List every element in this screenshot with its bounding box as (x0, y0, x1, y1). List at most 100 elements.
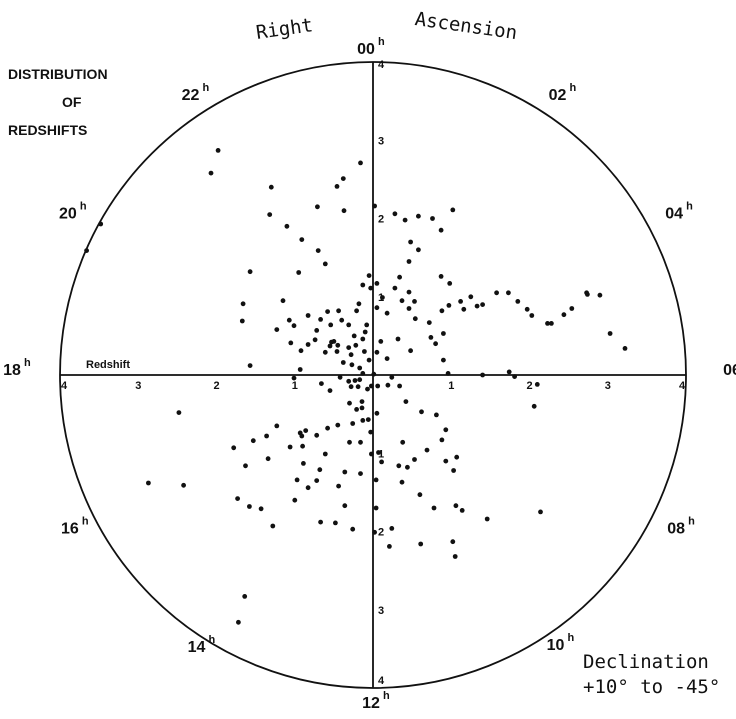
hour-superscript-16: h (82, 516, 89, 528)
data-point-207 (335, 422, 341, 428)
data-point-164 (360, 418, 366, 423)
hour-label-00: 00 h (357, 36, 385, 58)
data-point-145 (373, 505, 379, 511)
data-point-72 (392, 285, 398, 291)
tick-left-2: 2 (213, 380, 219, 392)
data-point-131 (439, 437, 445, 443)
data-point-138 (424, 447, 430, 453)
data-point-87 (446, 303, 452, 308)
hour-label-text-18: 18 (3, 362, 21, 379)
data-point-125 (531, 403, 537, 409)
data-point-139 (443, 458, 449, 464)
data-point-89 (474, 303, 480, 309)
data-point-79 (406, 289, 412, 295)
data-point-173 (287, 444, 293, 450)
data-point-18 (240, 301, 246, 307)
data-point-2 (268, 184, 274, 190)
declination-line-1: Declination (583, 651, 709, 673)
data-point-61 (392, 211, 398, 217)
data-point-29 (364, 322, 370, 328)
data-point-151 (387, 544, 392, 549)
data-point-119 (389, 374, 395, 380)
data-point-172 (300, 443, 305, 449)
tick-right-2: 2 (526, 380, 532, 392)
hour-superscript-00: h (378, 36, 385, 48)
data-point-152 (418, 541, 424, 547)
data-point-63 (416, 213, 421, 219)
data-point-142 (399, 479, 405, 485)
data-point-76 (384, 310, 390, 316)
data-point-179 (265, 456, 271, 462)
data-point-26 (360, 282, 366, 288)
data-point-212 (327, 388, 333, 393)
data-point-206 (342, 469, 348, 475)
data-point-201 (342, 503, 348, 509)
data-point-78 (412, 299, 417, 304)
redshift-axis-label: Redshift (86, 359, 130, 371)
data-point-110 (395, 336, 401, 342)
hour-superscript-04: h (686, 201, 693, 213)
data-point-3 (334, 184, 340, 189)
tick-bottom-4: 4 (378, 675, 385, 687)
data-point-215 (359, 405, 365, 411)
data-point-45 (322, 349, 328, 355)
data-point-35 (274, 327, 280, 332)
hour-label-text-10: 10 (547, 637, 565, 654)
data-point-158 (357, 377, 363, 383)
data-point-122 (506, 369, 512, 375)
data-point-56 (297, 367, 303, 372)
data-point-50 (340, 360, 346, 365)
data-point-7 (84, 248, 89, 254)
data-point-204 (365, 386, 370, 392)
data-point-84 (412, 316, 418, 322)
data-point-75 (374, 305, 380, 311)
data-point-134 (379, 459, 384, 465)
chart-title-line-2: OF (62, 94, 82, 110)
data-point-175 (264, 433, 269, 439)
hour-label-22: 22 h (182, 82, 210, 104)
data-point-150 (372, 529, 377, 535)
data-point-181 (317, 467, 323, 473)
data-point-23 (336, 308, 341, 314)
data-point-85 (426, 320, 432, 325)
data-point-161 (337, 374, 343, 380)
data-point-77 (406, 306, 412, 311)
data-point-101 (597, 292, 603, 298)
data-point-182 (322, 451, 328, 457)
data-point-102 (585, 292, 590, 297)
data-point-31 (339, 317, 345, 323)
data-point-91 (494, 290, 499, 296)
data-point-209 (354, 407, 359, 412)
data-point-144 (373, 477, 379, 483)
data-point-9 (284, 223, 290, 229)
data-point-183 (305, 485, 311, 491)
data-point-157 (369, 451, 374, 457)
data-point-146 (431, 505, 437, 511)
data-point-86 (439, 308, 445, 314)
data-point-159 (352, 378, 358, 383)
hour-label-text-06: 06 (723, 362, 736, 379)
hour-label-12: 12 h (362, 690, 390, 712)
data-point-1 (208, 170, 214, 176)
data-point-4 (340, 176, 346, 182)
data-point-140 (454, 454, 460, 460)
hour-superscript-12: h (383, 690, 390, 702)
data-point-98 (561, 312, 567, 318)
data-point-148 (453, 503, 459, 509)
data-point-167 (347, 439, 352, 445)
tick-right-3: 3 (605, 380, 611, 392)
data-point-22 (325, 309, 330, 314)
data-point-70 (397, 274, 402, 280)
hour-label-text-16: 16 (61, 521, 79, 538)
tick-top-4: 4 (378, 59, 385, 71)
data-point-120 (445, 371, 451, 376)
data-point-118 (397, 383, 402, 389)
data-point-88 (461, 306, 467, 312)
data-point-185 (314, 478, 320, 483)
data-point-180 (301, 461, 306, 466)
data-point-162 (291, 375, 297, 381)
hour-superscript-22: h (203, 82, 210, 94)
data-point-154 (484, 516, 490, 522)
data-point-155 (452, 554, 458, 559)
